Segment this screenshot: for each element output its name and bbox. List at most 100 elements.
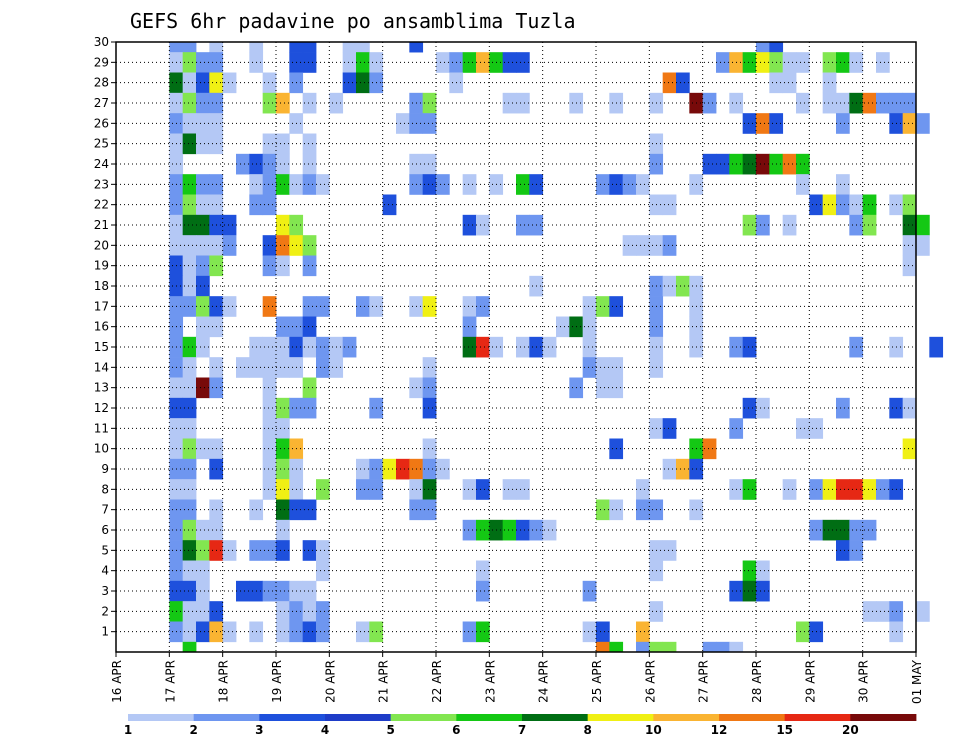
- heatmap-cell: [196, 336, 210, 358]
- heatmap-cell: [742, 580, 757, 602]
- heatmap-cell: [196, 519, 210, 541]
- heatmap-cell: [742, 113, 757, 134]
- heatmap-cell: [276, 418, 290, 439]
- heatmap-cell: [436, 52, 450, 73]
- heatmap-cell: [262, 153, 277, 175]
- heatmap-cell: [582, 621, 597, 643]
- legend-swatch: [850, 714, 917, 721]
- heatmap-cell: [636, 174, 650, 195]
- heatmap-cell: [902, 255, 917, 277]
- heatmap-cell: [662, 540, 677, 561]
- x-tick-label: 01 MAY: [910, 659, 924, 704]
- heatmap-cell: [316, 357, 330, 378]
- heatmap-cell: [422, 479, 437, 500]
- heatmap-cell: [356, 296, 370, 317]
- heatmap-cell: [196, 52, 210, 73]
- heatmap-cell: [649, 641, 664, 653]
- heatmap-cell: [462, 519, 477, 541]
- heatmap-cell: [222, 235, 237, 256]
- y-tick-label: 17: [94, 299, 109, 313]
- heatmap-cell: [262, 235, 277, 256]
- heatmap-cell: [822, 72, 837, 94]
- heatmap-cell: [902, 397, 917, 419]
- grid-lines: [116, 42, 916, 652]
- heatmap-cell: [796, 92, 810, 114]
- heatmap-cell: [742, 336, 757, 358]
- heatmap-cell: [209, 42, 224, 53]
- heatmap-cell: [422, 153, 437, 175]
- y-tick-label: 9: [101, 462, 109, 476]
- heatmap-cell: [276, 153, 290, 175]
- heatmap-cell: [316, 174, 330, 195]
- legend-label: 7: [518, 723, 526, 737]
- y-tick-label: 29: [94, 55, 109, 69]
- heatmap-cell: [182, 621, 197, 643]
- heatmap-cell: [182, 296, 197, 317]
- heatmap-cell: [262, 194, 277, 216]
- heatmap-cell: [676, 458, 690, 480]
- heatmap-cell: [422, 438, 437, 460]
- legend-swatch: [719, 714, 786, 721]
- legend-label: 10: [645, 723, 662, 737]
- x-tick-label: 26 APR: [643, 660, 657, 703]
- heatmap-cell: [382, 194, 397, 216]
- heatmap-cell: [196, 560, 210, 582]
- heatmap-cell: [782, 214, 797, 236]
- heatmap-cell: [756, 52, 770, 73]
- heatmap-cell: [196, 92, 210, 114]
- legend-swatch: [128, 714, 195, 721]
- heatmap-cell: [876, 52, 890, 73]
- heatmap-cell: [276, 174, 290, 195]
- heatmap-cell: [302, 133, 317, 155]
- heatmap-cell: [196, 601, 210, 622]
- heatmap-cell: [262, 174, 277, 195]
- heatmap-cell: [182, 601, 197, 622]
- heatmap-cell: [462, 174, 477, 195]
- x-tick-label: 27 APR: [697, 660, 711, 703]
- heatmap-cell: [356, 72, 370, 94]
- y-tick-label: 24: [94, 157, 109, 171]
- x-tick-label: 20 APR: [323, 660, 337, 703]
- heatmap-cell: [316, 621, 330, 643]
- heatmap-cell: [182, 580, 197, 602]
- heatmap-cell: [196, 214, 210, 236]
- heatmap-cell: [356, 52, 370, 73]
- heatmap-cell: [356, 479, 370, 500]
- heatmap-cell: [796, 52, 810, 73]
- heatmap-cell: [302, 377, 317, 399]
- heatmap-cell: [182, 255, 197, 277]
- x-tick-label: 21 APR: [377, 660, 391, 703]
- heatmap-cell: [182, 540, 197, 561]
- x-tick-label: 19 APR: [270, 660, 284, 703]
- heatmap-cell: [596, 296, 610, 317]
- heatmap-cell: [516, 92, 530, 114]
- heatmap-cell: [182, 438, 197, 460]
- y-tick-label: 21: [94, 218, 109, 232]
- heatmap-cell: [262, 540, 277, 561]
- heatmap-cell: [929, 336, 944, 358]
- heatmap-cell: [836, 540, 850, 561]
- heatmap-cell: [316, 296, 330, 317]
- heatmap-cell: [262, 296, 277, 317]
- y-tick-labels: 1234567891011121314151617181920212223242…: [94, 35, 109, 639]
- heatmap-cell: [916, 214, 930, 236]
- heatmap-cell: [676, 275, 690, 297]
- heatmap-cell: [276, 397, 290, 419]
- heatmap-cell: [262, 133, 277, 155]
- y-tick-label: 5: [101, 543, 109, 557]
- x-tick-label: 29 APR: [803, 660, 817, 703]
- heatmap-cell: [196, 316, 210, 338]
- heatmap-cell: [249, 42, 264, 53]
- y-tick-label: 23: [94, 177, 109, 191]
- y-tick-label: 6: [101, 523, 109, 537]
- heatmap-cell: [276, 580, 290, 602]
- heatmap-cell: [356, 458, 370, 480]
- heatmap-cell: [782, 52, 797, 73]
- y-tick-label: 20: [94, 238, 109, 252]
- heatmap-cell: [596, 641, 610, 653]
- x-tick-label: 30 APR: [857, 660, 871, 703]
- heatmap-cell: [862, 194, 877, 216]
- heatmap-cell: [236, 153, 250, 175]
- heatmap-cell: [302, 580, 317, 602]
- heatmap-cell: [196, 377, 210, 399]
